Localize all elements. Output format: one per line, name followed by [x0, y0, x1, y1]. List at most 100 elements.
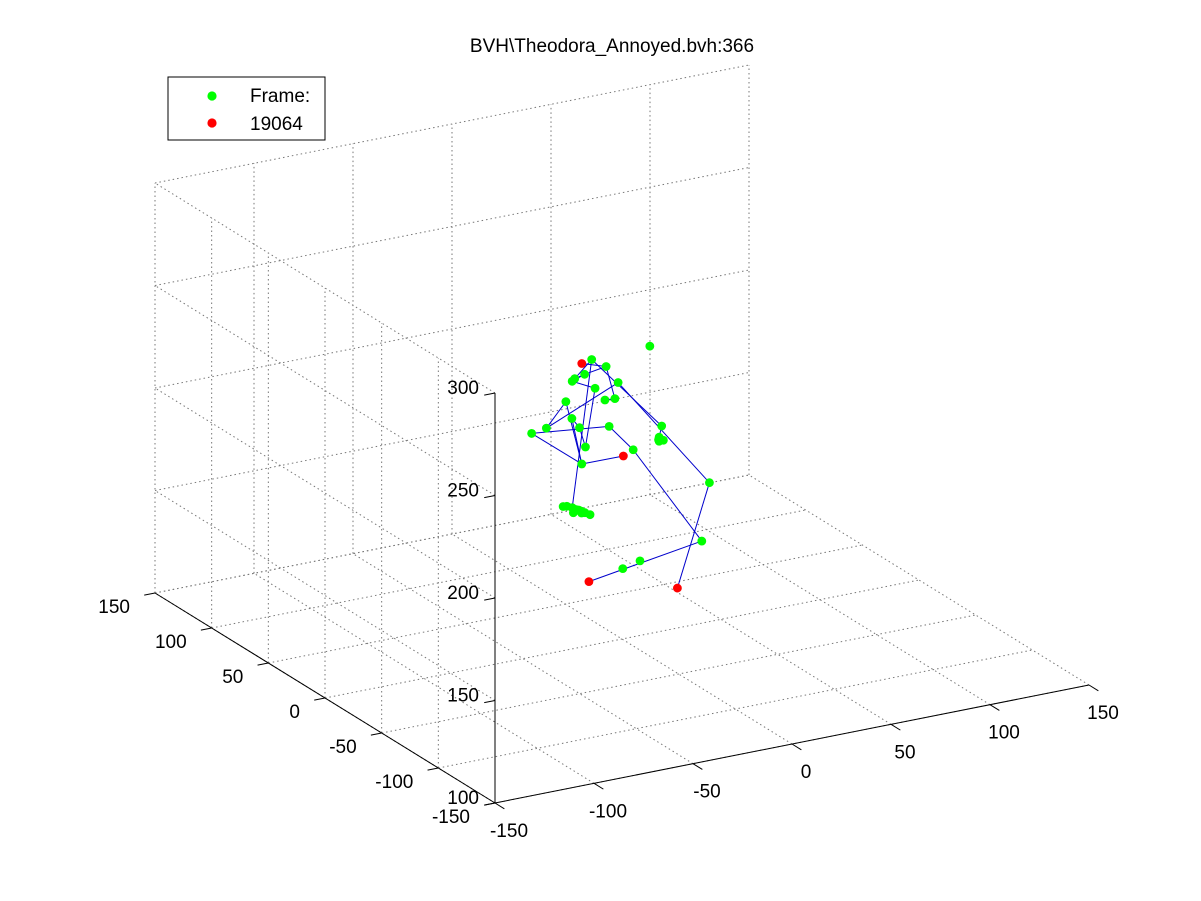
joint-point	[705, 478, 714, 488]
joint-point	[613, 378, 623, 387]
joint-point	[604, 421, 614, 431]
x-tick-label: -50	[693, 782, 720, 803]
grid-line-floor-y	[211, 509, 806, 629]
end-joint-point	[673, 583, 682, 593]
joint-point	[600, 395, 610, 405]
grid-line-floor-y	[324, 579, 920, 699]
skeleton-joints	[527, 341, 714, 593]
y-tick-mark	[314, 697, 326, 701]
tick-labels: -150 -100 -50 0 50 100 150 -150 -100 -50 0 50 100 150…	[98, 378, 1119, 842]
y-tick-label: -50	[329, 737, 356, 758]
y-tick-mark	[257, 662, 269, 666]
grid-line-floor-x	[748, 474, 1090, 686]
x-tick-mark	[593, 782, 604, 790]
skeleton-bone	[545, 401, 567, 429]
joint-point	[618, 564, 628, 574]
y-tick-label: -100	[375, 772, 413, 793]
legend-label-frame: Frame:	[250, 86, 310, 107]
x-tick-mark	[890, 723, 901, 731]
joint-point	[575, 423, 584, 433]
x-tick-label: 150	[1087, 703, 1119, 724]
joint-point	[590, 383, 600, 393]
z-tick-mark	[484, 597, 496, 601]
skeleton-bone	[588, 540, 702, 583]
joint-point	[635, 556, 645, 566]
joint-point	[697, 536, 707, 546]
x-tick-label: -100	[589, 801, 627, 822]
joint-point	[585, 510, 595, 520]
skeleton-bone	[605, 366, 616, 399]
skeleton-bone	[676, 482, 710, 589]
x-tick-mark	[989, 704, 1000, 711]
skeleton-bone	[617, 382, 710, 484]
z-tick-label: 250	[447, 481, 479, 502]
joint-point	[610, 394, 620, 404]
z-tick-label: 300	[447, 378, 479, 399]
joint-point	[561, 397, 571, 407]
legend-marker-frame	[207, 91, 217, 101]
grid-line-left-z	[154, 285, 496, 496]
end-joint-point	[584, 577, 594, 587]
skeleton-bone	[546, 382, 619, 429]
joint-point	[657, 421, 667, 431]
grid-line-left-z	[154, 490, 496, 701]
axis-frame	[144, 392, 1099, 810]
y-tick-mark	[200, 627, 212, 631]
skeleton-bone	[591, 359, 663, 427]
grid-line-back-z	[154, 64, 750, 184]
grid-line-back-z	[154, 372, 750, 491]
legend-box	[167, 76, 326, 141]
y-tick-mark	[144, 592, 156, 596]
joint-point	[570, 374, 580, 384]
joint-point	[562, 501, 572, 511]
grid-line-floor-x	[550, 513, 892, 725]
z-tick-mark	[484, 392, 496, 396]
skeleton-bone	[565, 401, 583, 465]
grid-lines	[154, 64, 1090, 804]
grid-line-floor-y	[268, 544, 863, 664]
grid-line-floor-y	[381, 614, 976, 734]
x-tick-mark	[692, 763, 703, 770]
z-tick-mark	[484, 802, 496, 806]
y-tick-label: 50	[222, 667, 243, 688]
skeleton-bone	[571, 359, 593, 508]
skeleton-bone	[531, 432, 583, 465]
x-tick-label: 100	[988, 723, 1020, 744]
grid-line-left-z	[154, 387, 496, 599]
x-tick-label: 0	[801, 762, 812, 783]
grid-line-back-z	[154, 474, 750, 594]
y-tick-label: 100	[155, 632, 187, 653]
y-tick-label: 0	[289, 702, 300, 723]
joint-point	[587, 355, 597, 364]
joint-point	[601, 362, 611, 371]
skeleton-bone	[531, 425, 610, 434]
y-tick-mark	[370, 732, 382, 736]
grid-line-left-z	[154, 182, 496, 394]
joint-point	[645, 341, 655, 351]
legend-marker-number	[207, 118, 217, 128]
x-tick-label: -150	[490, 821, 528, 842]
end-joint-point	[618, 451, 628, 461]
skeleton-bones	[531, 359, 710, 589]
joint-point	[658, 435, 668, 445]
joint-point	[568, 508, 578, 518]
joint-point	[577, 459, 587, 469]
z-tick-mark	[484, 495, 496, 499]
joint-point	[581, 442, 590, 452]
x-tick-mark	[494, 802, 505, 810]
x-tick-mark	[791, 743, 802, 751]
grid-line-floor-x	[253, 572, 595, 784]
skeleton-bone	[581, 455, 624, 465]
z-tick-label: 150	[447, 686, 479, 707]
joint-point	[541, 423, 551, 433]
z-tick-label: 100	[447, 788, 479, 809]
x-tick-mark	[1088, 684, 1099, 692]
z-tick-label: 200	[447, 583, 479, 604]
legend: Frame: 19064	[167, 76, 326, 141]
grid-line-floor-y	[438, 649, 1033, 769]
grid-line-back-z	[154, 269, 750, 389]
grid-line-back-z	[154, 167, 750, 286]
z-tick-mark	[484, 700, 496, 704]
y-tick-mark	[427, 767, 439, 771]
